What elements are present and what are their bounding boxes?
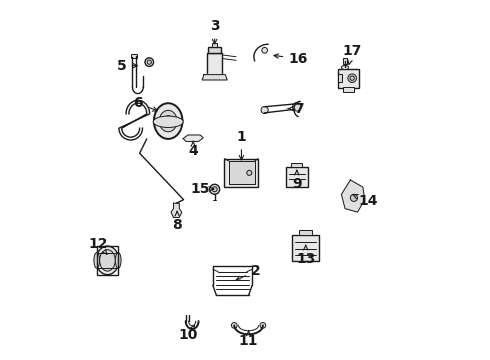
Text: 1: 1 <box>237 130 246 160</box>
FancyBboxPatch shape <box>299 230 312 235</box>
Text: 14: 14 <box>353 194 378 208</box>
Circle shape <box>261 107 268 113</box>
FancyBboxPatch shape <box>292 235 319 261</box>
Text: 15: 15 <box>191 182 214 196</box>
Text: 11: 11 <box>239 331 258 348</box>
Circle shape <box>210 184 220 194</box>
Polygon shape <box>171 203 182 217</box>
FancyBboxPatch shape <box>208 47 221 53</box>
Ellipse shape <box>99 249 115 271</box>
FancyBboxPatch shape <box>212 43 218 47</box>
Text: 10: 10 <box>178 325 197 342</box>
Text: 12: 12 <box>89 237 108 254</box>
Text: 6: 6 <box>133 96 157 111</box>
Polygon shape <box>183 135 203 141</box>
Ellipse shape <box>164 116 172 126</box>
Text: 13: 13 <box>296 246 316 266</box>
FancyBboxPatch shape <box>229 161 255 184</box>
Text: 9: 9 <box>292 170 302 190</box>
Circle shape <box>293 103 301 111</box>
Polygon shape <box>342 180 365 212</box>
Text: 16: 16 <box>274 51 308 66</box>
Ellipse shape <box>96 246 119 275</box>
Ellipse shape <box>154 103 182 139</box>
Ellipse shape <box>159 111 177 132</box>
FancyBboxPatch shape <box>286 167 308 187</box>
Text: 17: 17 <box>343 44 362 64</box>
Circle shape <box>147 60 151 64</box>
Circle shape <box>260 323 266 328</box>
FancyBboxPatch shape <box>343 58 347 64</box>
FancyBboxPatch shape <box>224 158 258 187</box>
Circle shape <box>231 323 237 328</box>
Text: 2: 2 <box>236 264 261 280</box>
Text: 8: 8 <box>172 211 182 231</box>
Text: 4: 4 <box>188 141 198 158</box>
FancyBboxPatch shape <box>292 163 302 167</box>
Ellipse shape <box>342 65 348 69</box>
Ellipse shape <box>115 252 121 268</box>
Polygon shape <box>202 75 227 80</box>
Ellipse shape <box>94 252 99 268</box>
Text: 5: 5 <box>117 59 137 73</box>
FancyBboxPatch shape <box>207 53 222 75</box>
Circle shape <box>212 187 217 192</box>
FancyBboxPatch shape <box>338 68 359 88</box>
Circle shape <box>247 170 252 175</box>
Circle shape <box>262 48 268 53</box>
Text: 7: 7 <box>288 102 303 116</box>
FancyBboxPatch shape <box>338 74 342 82</box>
FancyBboxPatch shape <box>343 87 354 92</box>
Ellipse shape <box>153 116 183 127</box>
Circle shape <box>348 74 356 82</box>
Circle shape <box>145 58 153 66</box>
Circle shape <box>350 194 358 202</box>
FancyBboxPatch shape <box>131 54 137 58</box>
Text: 3: 3 <box>210 19 220 44</box>
